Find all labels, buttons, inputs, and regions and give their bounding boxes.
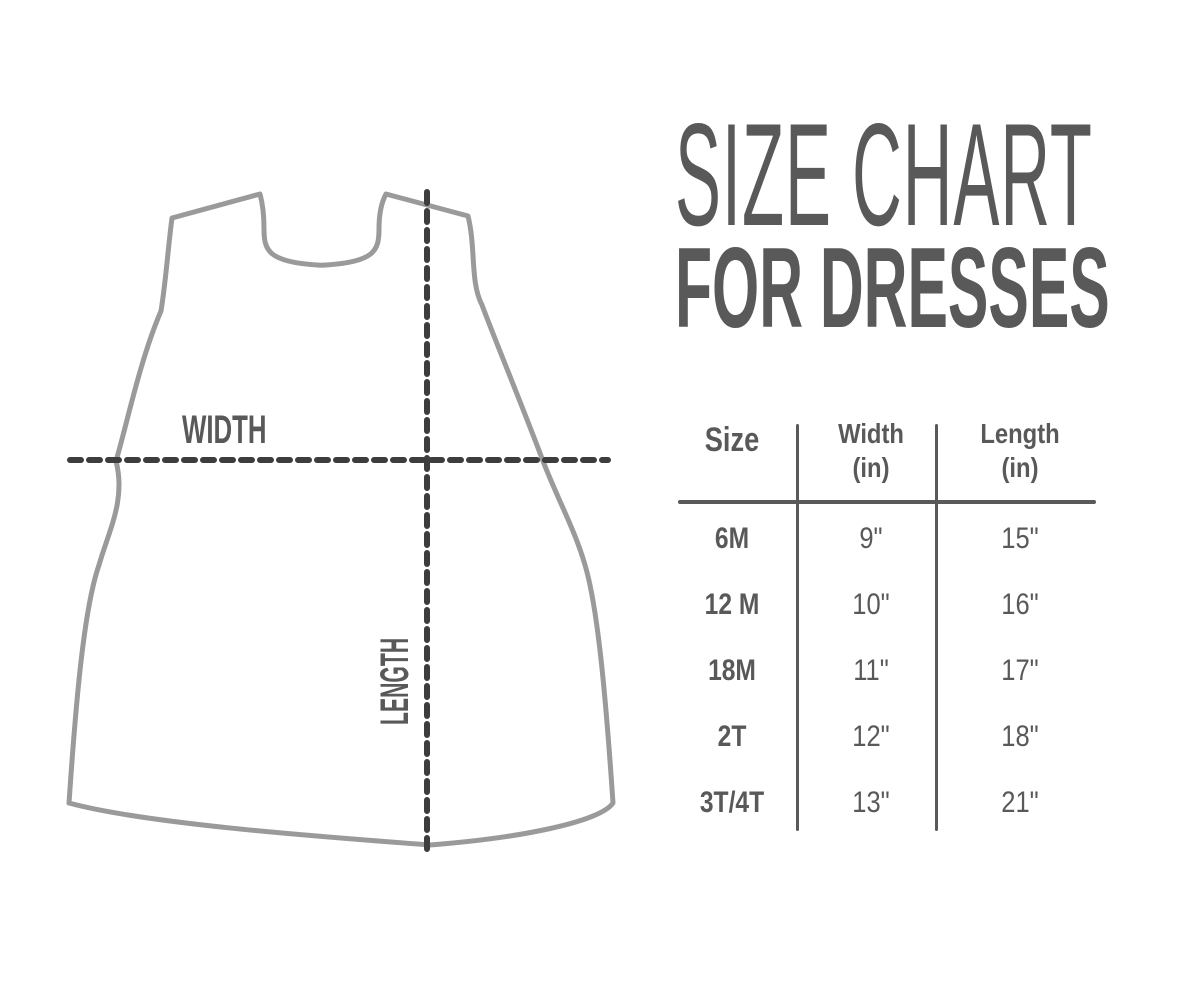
svg-text:LENGTH: LENGTH [372,638,417,725]
svg-text:WIDTH: WIDTH [182,409,267,453]
